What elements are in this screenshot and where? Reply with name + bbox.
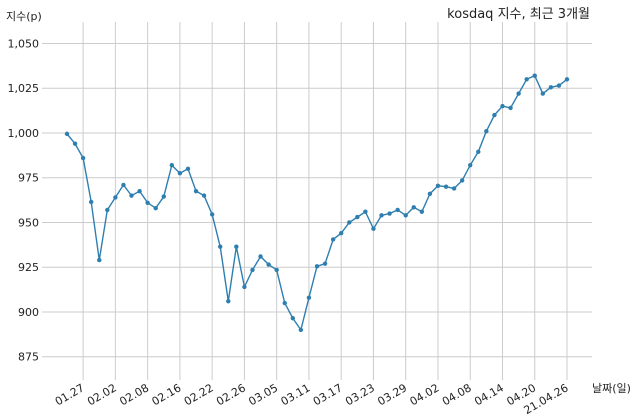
data-point [484,128,489,134]
data-point [218,244,223,249]
data-point [234,244,239,249]
data-point [532,73,537,78]
data-point [500,103,505,109]
data-point [113,195,118,200]
x-tick-label: 03.05 [246,381,280,408]
data-point [185,166,191,171]
x-tick-label: 03.11 [279,381,313,408]
data-point [443,184,449,189]
data-point [451,186,457,191]
x-tick-label: 04.14 [472,381,506,408]
y-tick-label: 900 [18,306,39,319]
data-point [330,237,336,242]
data-point [250,267,255,273]
data-point [121,182,126,188]
data-point [274,267,279,273]
data-point [347,220,352,225]
x-tick-label: 02.22 [182,381,216,408]
data-point [258,254,263,259]
data-point [88,199,94,205]
data-point [177,171,183,176]
y-tick-labels: 875 900 925 950 975 1,000 1,025 1,050 [8,37,40,363]
data-point [322,261,328,266]
data-point [492,112,497,118]
data-point [540,91,546,96]
x-tick-label: 02.16 [150,381,184,408]
data-point [516,91,521,96]
data-point [97,257,102,263]
data-point [395,207,400,213]
series-line [66,74,568,332]
data-point [379,213,384,218]
x-tick-label: 03.29 [375,381,409,408]
data-point [201,193,207,198]
data-point [419,209,425,214]
data-point [476,149,481,154]
x-tick-label: 02.08 [117,381,151,408]
data-point [355,214,360,220]
y-tick-label: 1,025 [8,82,40,95]
data-point [290,316,296,321]
x-tick-label: 04.08 [440,381,474,408]
data-point [209,212,215,217]
data-point [363,209,368,214]
data-point [411,205,416,210]
data-point [403,213,408,218]
data-point [226,299,231,304]
series-index [64,73,570,333]
x-axis-label: 날짜(일) [592,381,631,395]
data-point [64,131,70,137]
data-point [371,226,376,231]
data-point [459,178,465,183]
data-point [129,193,134,198]
y-tick-label: 1,000 [8,127,40,140]
data-point [169,163,175,168]
data-point [314,264,320,269]
data-point [193,188,199,194]
x-tick-label: 03.23 [343,381,377,408]
data-point [298,327,304,333]
data-point [564,77,570,82]
x-tick-label: 01.27 [53,381,87,408]
data-point [548,85,554,90]
y-tick-label: 1,050 [8,37,40,50]
y-tick-label: 950 [18,216,39,229]
x-tick-label: 04.02 [408,381,442,408]
data-point [508,105,513,111]
data-point [427,191,433,197]
data-point [435,183,441,188]
data-point [338,231,344,236]
x-tick-label: 02.02 [85,381,119,408]
y-tick-label: 925 [18,261,39,274]
data-point [524,77,529,82]
data-point [161,194,166,199]
data-point [145,200,150,205]
x-tick-label: 03.17 [311,381,345,408]
x-tick-labels: 01.2702.0202.0802.1602.2202.2603.0503.11… [53,381,571,417]
data-point [387,211,392,216]
y-tick-label: 875 [18,351,39,364]
grid [42,22,592,380]
data-point [468,163,473,168]
data-point [153,205,158,211]
data-point [242,284,247,290]
data-point [556,83,562,88]
data-point [282,300,287,306]
data-point [105,207,110,213]
data-point [80,155,86,161]
data-point [72,141,78,146]
y-axis-label: 지수(p) [6,10,42,23]
data-point [266,262,271,267]
x-tick-label: 02.26 [214,381,248,408]
data-point [306,295,312,300]
data-point [137,188,142,194]
y-tick-label: 975 [18,172,39,185]
chart-title: kosdaq 지수, 최근 3개월 [447,7,590,22]
